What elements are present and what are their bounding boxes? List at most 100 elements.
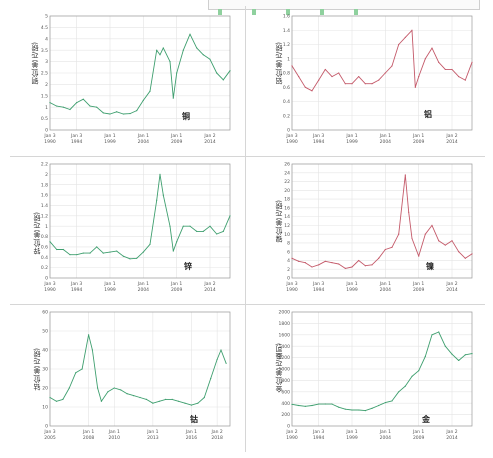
cobalt-x-tick-label-bottom: 2008 xyxy=(83,435,95,441)
zinc-data-point xyxy=(162,194,164,196)
zinc-y-tick-label: 1 xyxy=(45,224,48,230)
cobalt-data-point xyxy=(216,358,218,361)
zinc-x-tick-label-bottom: 2009 xyxy=(171,287,183,293)
aluminum-data-point xyxy=(304,86,306,88)
nickel-x-tick-label-bottom: 2009 xyxy=(413,287,425,293)
zinc-y-tick-label: 0.4 xyxy=(41,255,48,261)
cobalt-data-point xyxy=(165,398,167,400)
zinc-y-axis-label: 锌价(美元/磅) xyxy=(33,212,41,255)
aluminum-data-point xyxy=(318,79,320,81)
chart-zinc: 0 0.2 0.4 0.6 0.8 1 1.2 1.4 1.6 1.8 2 2.2 Jan 3 1990 J… xyxy=(30,160,235,300)
aluminum-y-tick-label: 0 xyxy=(287,128,290,134)
cobalt-data-point xyxy=(184,402,186,404)
zinc-data-point xyxy=(116,250,118,252)
nickel-data-point xyxy=(451,240,453,242)
copper-x-tick-label-bottom: 1994 xyxy=(71,139,83,145)
cobalt-x-tick-label-bottom: 2010 xyxy=(109,435,121,441)
gold-data-point xyxy=(344,408,346,410)
zinc-y-tick-label: 0.6 xyxy=(41,245,48,251)
aluminum-series-line xyxy=(291,29,473,92)
copper-data-point xyxy=(69,108,71,111)
zinc-y-tick-label: 1.6 xyxy=(41,193,48,199)
nickel-data-point xyxy=(331,262,333,264)
copper-y-tick-label: 1 xyxy=(45,105,48,111)
cobalt-data-point xyxy=(126,393,128,395)
copper-data-point xyxy=(222,79,224,81)
aluminum-data-point xyxy=(298,75,300,78)
gold-y-axis-label: 金价(美元/盎司) xyxy=(275,343,283,393)
zinc-data-point xyxy=(142,251,144,253)
zinc-y-tick-label: 0.2 xyxy=(41,265,48,271)
zinc-y-tick-label: 1.2 xyxy=(41,213,48,219)
aluminum-data-point xyxy=(458,75,460,78)
copper-data-point xyxy=(102,112,104,114)
cobalt-y-tick-label: 50 xyxy=(42,329,48,335)
cobalt-data-point xyxy=(81,368,83,370)
nickel-data-point xyxy=(391,246,393,248)
cobalt-y-tick-label: 30 xyxy=(42,367,48,373)
copper-data-point xyxy=(116,111,118,113)
aluminum-y-tick-label: 1.2 xyxy=(283,42,290,48)
aluminum-data-point xyxy=(351,83,353,85)
copper-data-point xyxy=(122,113,124,115)
nickel-y-tick-label: 26 xyxy=(284,162,290,168)
cobalt-data-point xyxy=(75,372,77,374)
gold-data-point xyxy=(398,391,400,393)
nickel-data-point xyxy=(358,259,360,262)
nickel-x-tick-label-top: Jan 3 xyxy=(285,281,297,287)
gold-series-label: 金 xyxy=(422,415,430,424)
copper-x-tick-label-top: Jan 1 xyxy=(103,133,115,139)
nickel-data-point xyxy=(458,251,460,253)
copper-data-point xyxy=(229,70,231,72)
nickel-x-tick-label-bottom: 1990 xyxy=(286,287,298,293)
nickel-data-point xyxy=(471,253,473,255)
zinc-x-tick-label-bottom: 1990 xyxy=(44,287,56,293)
zinc-y-tick-label: 1.4 xyxy=(41,203,48,209)
aluminum-data-point xyxy=(444,68,446,71)
chart-cobalt: 0 10 20 30 40 50 60 Jan 3 2005 Jan 1 2008 Jan 1 2010… xyxy=(30,308,235,448)
zinc-data-point xyxy=(136,257,138,259)
nickel-y-tick-label: 22 xyxy=(284,179,290,185)
gold-x-tick-label-bottom: 2004 xyxy=(380,435,392,441)
zinc-x-tick-label-bottom: 2014 xyxy=(204,287,216,293)
copper-x-tick-label-top: Jan 3 xyxy=(70,133,82,139)
aluminum-x-tick-label-top: Jan 3 xyxy=(312,133,324,139)
gold-x-tick-label-bottom: 1999 xyxy=(346,435,358,441)
zinc-y-tick-label: 2.2 xyxy=(41,162,48,168)
cobalt-y-tick-label: 10 xyxy=(42,405,48,411)
copper-data-point xyxy=(89,105,91,107)
nickel-data-point xyxy=(344,267,346,269)
gold-data-point xyxy=(311,404,313,407)
zinc-x-tick-label-bottom: 2004 xyxy=(138,287,150,293)
gold-y-tick-label: 1400 xyxy=(279,344,291,350)
cobalt-x-tick-label-bottom: 2005 xyxy=(44,435,56,441)
cobalt-x-tick-label-bottom: 2016 xyxy=(186,435,198,441)
cobalt-y-tick-label: 0 xyxy=(45,424,48,430)
gold-data-point xyxy=(438,331,440,333)
aluminum-series-label: 铝 xyxy=(424,110,432,119)
cobalt-plot-frame xyxy=(49,311,231,427)
nickel-series-line xyxy=(291,174,473,269)
zinc-data-point xyxy=(49,241,51,243)
aluminum-y-tick-label: 1.6 xyxy=(283,14,290,20)
gold-data-point xyxy=(451,353,453,355)
cobalt-data-point xyxy=(190,404,193,406)
nickel-x-tick-label-bottom: 1999 xyxy=(346,287,358,293)
cobalt-data-point xyxy=(100,400,103,402)
gold-data-point xyxy=(431,334,433,336)
copper-y-axis-label: 铜价(美元/磅) xyxy=(31,42,39,85)
gold-x-tick-label-bottom: 2014 xyxy=(446,435,458,441)
aluminum-data-point xyxy=(471,61,473,63)
nickel-data-point xyxy=(418,255,420,257)
nickel-data-point xyxy=(364,265,366,267)
zinc-data-point xyxy=(122,255,124,257)
nickel-data-point xyxy=(351,266,353,268)
nickel-x-tick-label-top: Jan 1 xyxy=(379,281,391,287)
copper-y-tick-label: 4.5 xyxy=(41,25,48,31)
gold-y-tick-label: 1800 xyxy=(279,321,291,327)
copper-data-point xyxy=(172,97,174,99)
nickel-y-tick-label: 4 xyxy=(287,258,290,264)
copper-data-point xyxy=(142,99,144,101)
